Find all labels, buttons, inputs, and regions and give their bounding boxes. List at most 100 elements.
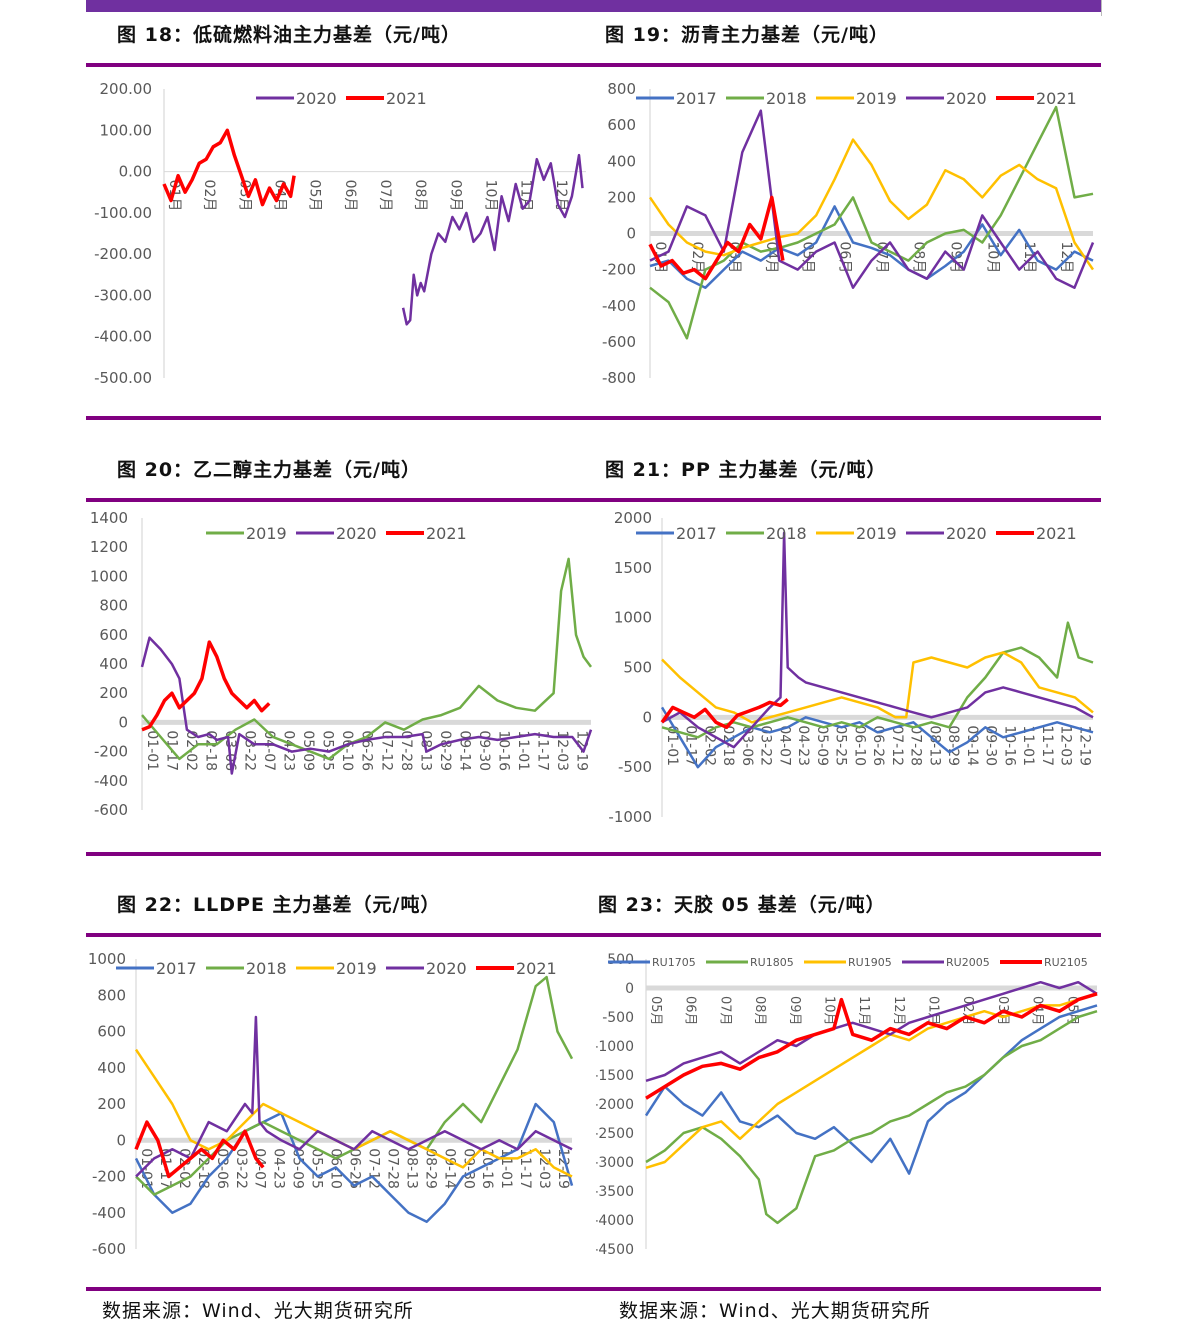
source-note-right: 数据来源：Wind、光大期货研究所 <box>619 1300 931 1322</box>
series-line-2018 <box>649 105 1094 340</box>
legend-label: 2021 <box>1036 89 1077 108</box>
y-tick-label: 0 <box>116 1131 126 1149</box>
x-tick-label: 12-19 <box>555 1148 571 1189</box>
y-tick-label: -3500 <box>596 1184 634 1200</box>
series-line-2021 <box>134 1120 265 1179</box>
x-tick-label: 07-28 <box>398 730 414 771</box>
legend-label: RU2105 <box>1044 956 1088 969</box>
legend-label: 2021 <box>386 89 427 108</box>
legend-label: RU1905 <box>848 956 892 969</box>
y-tick-label: -1000 <box>596 1039 634 1055</box>
x-tick-label: 12-03 <box>554 730 570 771</box>
y-tick-label: 0 <box>642 708 652 726</box>
legend-label: 2020 <box>946 89 987 108</box>
series-line-RU2105 <box>645 992 1098 1100</box>
x-tick-label: 12月 <box>891 996 906 1026</box>
y-tick-label: -200 <box>92 1168 126 1186</box>
legend-label: 2021 <box>1036 524 1077 543</box>
x-tick-label: 06-10 <box>339 730 355 771</box>
legend-label: 2019 <box>336 959 377 978</box>
divider-row1-bottom <box>86 416 1101 420</box>
x-tick-label: 11-17 <box>1039 725 1055 766</box>
y-tick-label: -600 <box>92 1240 126 1258</box>
x-tick-label: 01-01 <box>664 725 680 766</box>
x-tick-label: 07月 <box>717 996 732 1026</box>
x-tick-label: 07月 <box>377 180 393 212</box>
x-tick-label: 12月 <box>1058 242 1074 274</box>
divider-row2-bottom <box>86 852 1101 856</box>
x-tick-label: 09-14 <box>456 730 472 771</box>
series-line-2017 <box>649 205 1094 289</box>
x-tick-label: 07-28 <box>384 1148 400 1189</box>
x-tick-label: 09-30 <box>983 725 999 766</box>
series-line-2021 <box>162 128 296 207</box>
y-tick-label: -400 <box>602 297 636 315</box>
y-tick-label: -4500 <box>596 1242 634 1258</box>
x-tick-label: 04-07 <box>776 725 792 766</box>
y-tick-label: -500.00 <box>94 369 152 387</box>
y-tick-label: -500 <box>602 1010 634 1026</box>
y-tick-label: -1500 <box>596 1068 634 1084</box>
series-line-2021 <box>648 195 785 281</box>
legend-label: RU1705 <box>652 956 696 969</box>
x-tick-label: 02月 <box>201 180 217 212</box>
y-tick-label: 800 <box>99 597 128 615</box>
y-tick-label: 1000 <box>90 567 128 585</box>
x-tick-label: 07-12 <box>378 730 394 771</box>
chart-20-ethylene-glycol-basis: 1400 1200 1000 800 600 400 200 0 -200 -400 -600 01-… <box>90 509 593 819</box>
y-tick-label: -200 <box>602 261 636 279</box>
y-tick-label: -500 <box>618 758 652 776</box>
x-tick-label: 12-19 <box>1076 725 1092 766</box>
top-edge-line <box>1101 0 1102 16</box>
x-tick-label: 05月 <box>800 242 816 274</box>
x-tick-label: 03-22 <box>758 725 774 766</box>
chart-19-title: 图 19：沥青主力基差（元/吨） <box>605 24 889 46</box>
chart-20-title: 图 20：乙二醇主力基差（元/吨） <box>117 459 421 481</box>
y-tick-label: 400 <box>607 152 636 170</box>
divider-row3-bottom <box>86 1287 1101 1291</box>
source-note-left: 数据来源：Wind、光大期货研究所 <box>102 1300 414 1322</box>
chart-23-title: 图 23：天胶 05 基差（元/吨） <box>598 894 886 916</box>
x-tick-label: 01-01 <box>138 1148 154 1189</box>
series-line-RU1805 <box>645 1010 1098 1225</box>
x-tick-label: 10-16 <box>479 1148 495 1189</box>
x-tick-label: 11月 <box>856 996 871 1026</box>
x-tick-label: 01-01 <box>144 730 160 771</box>
y-tick-label: 1200 <box>90 538 128 556</box>
series-line-RU1905 <box>645 992 1098 1169</box>
y-tick-label: -200 <box>94 743 128 761</box>
x-tick-label: 09-30 <box>476 730 492 771</box>
y-tick-label: 600 <box>99 626 128 644</box>
top-banner <box>86 0 1102 12</box>
chart-22-title: 图 22：LLDPE 主力基差（元/吨） <box>117 894 441 916</box>
y-tick-label: -600 <box>94 801 128 819</box>
x-tick-label: 11-17 <box>517 1148 533 1189</box>
x-tick-label: 06-26 <box>347 1148 363 1189</box>
chart-18-low-sulfur-fuel-oil-basis: 200.00 100.00 0.00 -100.00 -200.00 -300.00 -40… <box>94 80 586 387</box>
legend-label: 2018 <box>766 89 807 108</box>
x-tick-label: 04-23 <box>795 725 811 766</box>
y-tick-label: -600 <box>602 333 636 351</box>
y-tick-label: -1000 <box>608 808 652 826</box>
y-tick-label: 500 <box>607 952 634 968</box>
x-tick-label: 03-22 <box>233 1148 249 1189</box>
x-tick-label: 12-03 <box>1058 725 1074 766</box>
legend-label: 2017 <box>676 524 717 543</box>
y-tick-label: 2000 <box>614 509 652 527</box>
legend-label: 2018 <box>766 524 807 543</box>
x-tick-label: 03-22 <box>242 730 258 771</box>
x-tick-label: 06月 <box>342 180 358 212</box>
x-tick-label: 05月 <box>648 996 663 1026</box>
y-tick-label: 200 <box>607 188 636 206</box>
x-tick-label: 05-25 <box>833 725 849 766</box>
y-tick-label: -400 <box>94 772 128 790</box>
x-tick-label: 05-25 <box>309 1148 325 1189</box>
legend-label: 2019 <box>856 89 897 108</box>
legend-label: 2020 <box>336 524 377 543</box>
legend-label: 2017 <box>156 959 197 978</box>
x-tick-label: 09月 <box>787 996 802 1026</box>
legend-label: 2020 <box>426 959 467 978</box>
x-tick-label: 05-09 <box>814 725 830 766</box>
